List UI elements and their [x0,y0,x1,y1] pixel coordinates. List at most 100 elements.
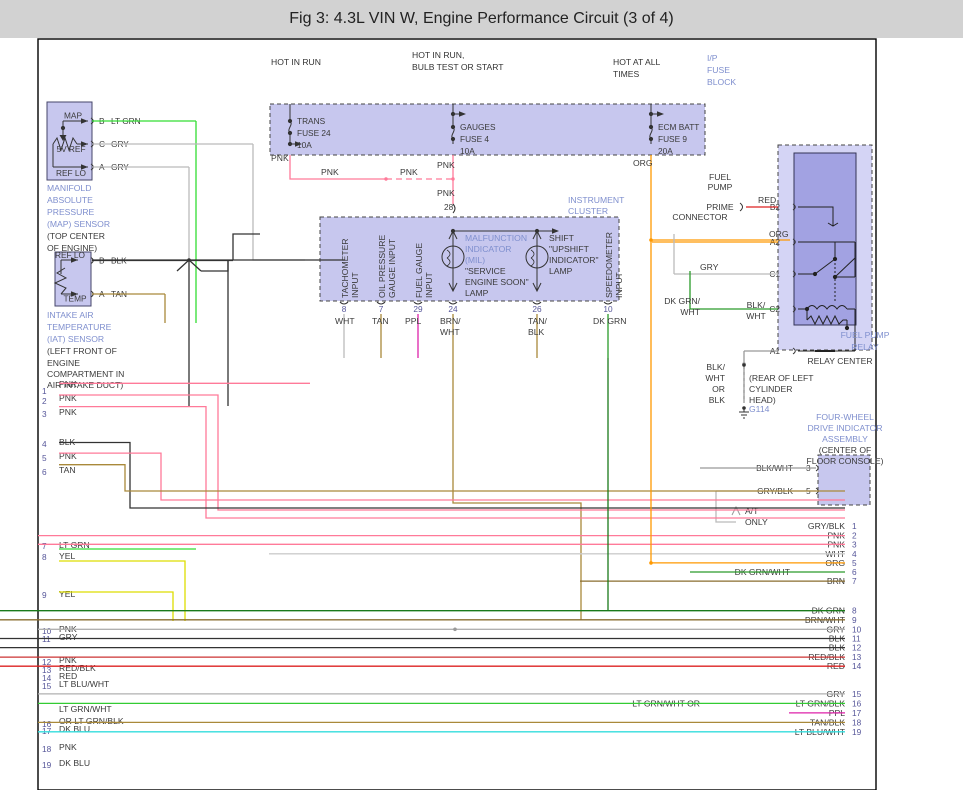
svg-text:FUSE: FUSE [707,65,730,75]
svg-text:INSTRUMENT: INSTRUMENT [568,195,625,205]
svg-text:8: 8 [42,552,47,562]
svg-text:1: 1 [42,386,47,396]
svg-text:28: 28 [444,202,454,212]
svg-text:ECM BATT: ECM BATT [658,122,699,132]
svg-text:CLUSTER: CLUSTER [568,206,608,216]
svg-text:16: 16 [852,698,862,708]
svg-text:MALFUNCTION: MALFUNCTION [465,233,527,243]
svg-text:TEMPERATURE: TEMPERATURE [47,322,112,332]
svg-text:G114: G114 [749,404,770,414]
svg-text:FUSE 4: FUSE 4 [460,134,489,144]
svg-text:WHT: WHT [705,373,725,383]
svg-text:GRY: GRY [59,632,78,642]
svg-text:PNK: PNK [400,167,418,177]
svg-text:MAP: MAP [64,111,82,121]
svg-text:WHT: WHT [746,311,766,321]
svg-text:(CENTER OF: (CENTER OF [819,445,872,455]
svg-text:SPEEDOMETER: SPEEDOMETER [604,232,614,298]
svg-text:ENGINE: ENGINE [47,358,80,368]
svg-text:GAUGES: GAUGES [460,122,496,132]
svg-text:TAN/: TAN/ [528,316,548,326]
svg-text:WHT: WHT [440,327,460,337]
svg-text:OIL PRESSURE: OIL PRESSURE [377,235,387,298]
svg-text:RELAY: RELAY [851,342,879,352]
svg-text:15: 15 [852,689,862,699]
svg-text:DK BLU: DK BLU [59,758,90,768]
svg-text:CONNECTOR: CONNECTOR [672,212,727,222]
svg-text:OR: OR [712,384,725,394]
svg-text:PNK: PNK [437,160,455,170]
svg-text:LT GRN/WHT: LT GRN/WHT [59,704,112,714]
svg-text:ORG: ORG [633,158,653,168]
svg-text:10A: 10A [460,146,475,156]
svg-text:7: 7 [42,541,47,551]
svg-text:PNK: PNK [437,188,455,198]
svg-text:PNK: PNK [59,407,77,417]
svg-text:DRIVE INDICATOR: DRIVE INDICATOR [807,423,882,433]
svg-text:5V REF: 5V REF [56,144,85,154]
svg-text:BLK: BLK [709,395,726,405]
svg-text:LAMP: LAMP [549,266,573,276]
svg-text:17: 17 [852,708,862,718]
svg-text:6: 6 [42,467,47,477]
svg-text:(TOP CENTER: (TOP CENTER [47,231,105,241]
svg-text:29: 29 [413,304,423,314]
svg-text:BLK: BLK [528,327,545,337]
svg-text:12: 12 [852,643,862,653]
svg-text:BLOCK: BLOCK [707,77,736,87]
svg-text:18: 18 [42,744,52,754]
svg-text:I/P: I/P [707,53,718,63]
svg-text:REF LO: REF LO [56,168,87,178]
svg-text:TRANS: TRANS [297,116,326,126]
svg-text:WHT: WHT [335,316,355,326]
svg-text:20A: 20A [658,146,673,156]
svg-text:5: 5 [42,453,47,463]
svg-text:LAMP: LAMP [465,288,489,298]
svg-text:19: 19 [42,760,52,770]
svg-text:(MAP) SENSOR: (MAP) SENSOR [47,219,110,229]
svg-text:WHT: WHT [680,307,700,317]
svg-text:HOT IN RUN: HOT IN RUN [271,57,321,67]
svg-text:FOUR-WHEEL: FOUR-WHEEL [816,412,874,422]
svg-text:ENGINE SOON": ENGINE SOON" [465,277,529,287]
svg-text:10: 10 [603,304,613,314]
svg-text:PUMP: PUMP [708,182,733,192]
svg-text:FUEL PUMP: FUEL PUMP [841,330,890,340]
svg-text:19: 19 [852,727,862,737]
svg-text:YEL: YEL [59,589,75,599]
svg-text:1: 1 [852,521,857,531]
svg-text:"UPSHIFT: "UPSHIFT [549,244,590,254]
svg-text:4: 4 [42,439,47,449]
svg-text:FUEL: FUEL [709,172,731,182]
svg-text:DK GRN/: DK GRN/ [664,296,700,306]
svg-text:FLOOR CONSOLE): FLOOR CONSOLE) [807,456,884,466]
svg-text:7: 7 [852,576,857,586]
svg-text:(IAT) SENSOR: (IAT) SENSOR [47,334,104,344]
svg-text:14: 14 [852,661,862,671]
svg-text:CYLINDER: CYLINDER [749,384,792,394]
svg-text:LT BLU/WHT: LT BLU/WHT [59,679,110,689]
svg-text:GRY/BLK: GRY/BLK [808,521,845,531]
svg-text:DK BLU: DK BLU [59,724,90,734]
svg-text:ASSEMBLY: ASSEMBLY [822,434,868,444]
svg-text:REF LO: REF LO [55,250,86,260]
svg-text:3: 3 [852,539,857,549]
svg-text:3: 3 [42,409,47,419]
svg-text:BULB TEST OR START: BULB TEST OR START [412,62,504,72]
svg-text:PNK: PNK [271,153,289,163]
svg-text:DK GRN: DK GRN [593,316,626,326]
svg-text:PPL: PPL [405,316,421,326]
svg-text:24: 24 [448,304,458,314]
svg-text:GRY: GRY [700,262,719,272]
svg-text:BLK/: BLK/ [747,300,766,310]
svg-text:(REAR OF LEFT: (REAR OF LEFT [749,373,814,383]
svg-text:PNK: PNK [59,379,77,389]
svg-text:FUSE 9: FUSE 9 [658,134,687,144]
svg-text:17: 17 [42,726,52,736]
svg-text:"SERVICE: "SERVICE [465,266,506,276]
svg-text:PRIME: PRIME [706,202,733,212]
svg-text:(MIL): (MIL) [465,255,485,265]
svg-text:ABSOLUTE: ABSOLUTE [47,195,93,205]
svg-text:BRN/: BRN/ [440,316,461,326]
svg-text:INPUT: INPUT [424,271,434,298]
